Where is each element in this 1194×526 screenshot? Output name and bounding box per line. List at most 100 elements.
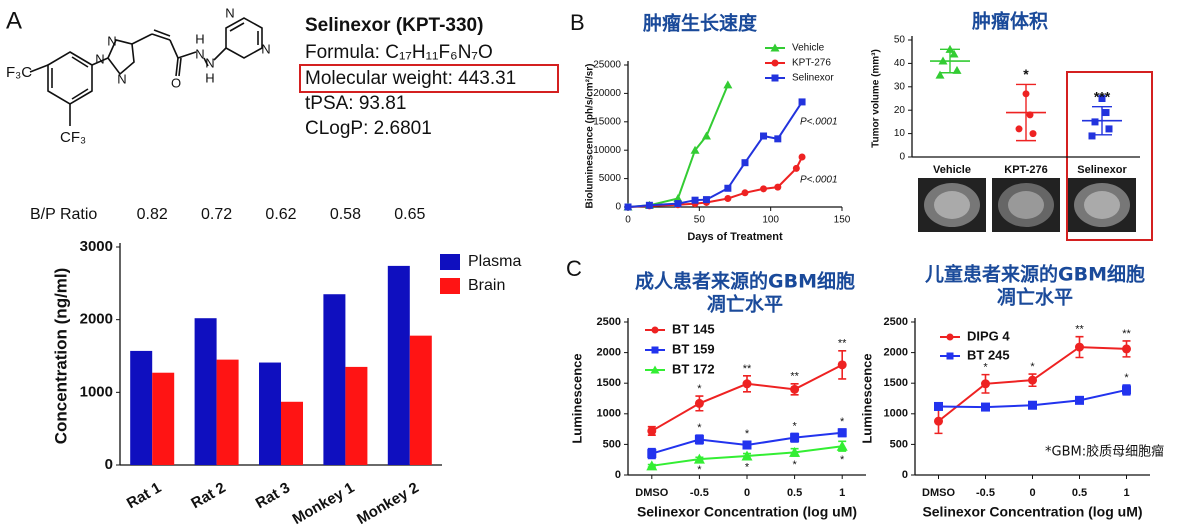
y-tick-label: 2500 bbox=[884, 316, 908, 328]
series-line bbox=[627, 84, 729, 208]
x-tick-label: 0 bbox=[744, 487, 750, 499]
x-axis-label: Selinexor Concentration (log uM) bbox=[637, 504, 857, 520]
atom-label: N bbox=[205, 55, 214, 70]
x-tick-label: 0.5 bbox=[787, 487, 802, 499]
y-tick-label: 1500 bbox=[597, 377, 621, 389]
data-point bbox=[645, 201, 653, 209]
x-tick-label: -0.5 bbox=[976, 487, 995, 499]
data-point bbox=[774, 135, 782, 143]
data-point bbox=[702, 196, 710, 204]
annotation: P<.0001 bbox=[800, 175, 838, 186]
significance-label: * bbox=[792, 420, 797, 432]
x-tick-label: Rat 1 bbox=[124, 479, 164, 512]
error-bar bbox=[1092, 105, 1112, 136]
panel-label: A bbox=[6, 7, 22, 34]
bar bbox=[152, 372, 175, 465]
y-tick-label: 3000 bbox=[80, 238, 113, 255]
data-point bbox=[952, 65, 962, 74]
x-tick-label: Rat 3 bbox=[253, 479, 293, 512]
legend-label: BT 159 bbox=[672, 341, 715, 356]
structure bbox=[29, 17, 263, 126]
bp-ratio-value: 0.62 bbox=[265, 206, 296, 223]
bar bbox=[216, 359, 239, 465]
significance-label: * bbox=[1030, 361, 1035, 373]
data-point bbox=[935, 70, 945, 79]
x-tick-label: Monkey 2 bbox=[354, 479, 422, 526]
x-tick-label: 0 bbox=[625, 215, 631, 226]
bar bbox=[345, 366, 368, 465]
atom-label: N bbox=[95, 51, 104, 66]
data-point bbox=[790, 433, 800, 443]
image-label: Selinexor bbox=[1077, 164, 1127, 176]
compound-name: Selinexor (KPT-330) bbox=[305, 15, 483, 36]
legend-label: BT 172 bbox=[672, 361, 715, 376]
data-point bbox=[1029, 130, 1037, 138]
footnote: *GBM:胶质母细胞瘤 bbox=[1045, 444, 1164, 460]
data-point bbox=[742, 440, 752, 450]
bar bbox=[387, 265, 410, 465]
x-tick-label: 50 bbox=[694, 215, 706, 226]
data-point bbox=[949, 49, 959, 58]
legend-marker bbox=[650, 365, 660, 374]
legend-marker bbox=[770, 43, 780, 52]
y-tick-label: 1500 bbox=[884, 377, 908, 389]
data-point bbox=[789, 446, 801, 457]
data-point bbox=[1015, 125, 1023, 133]
data-point bbox=[691, 196, 699, 204]
significance-label: * bbox=[1124, 372, 1129, 384]
data-point bbox=[1088, 132, 1096, 140]
significance-label: * bbox=[745, 428, 750, 440]
error-bar bbox=[940, 48, 960, 74]
bar bbox=[281, 401, 303, 465]
legend-marker bbox=[771, 74, 779, 82]
atom-label: N bbox=[107, 33, 116, 48]
significance-label: * bbox=[840, 416, 845, 428]
x-tick-label: DMSO bbox=[635, 487, 668, 499]
atom-label: H bbox=[195, 31, 204, 46]
significance-label: * bbox=[697, 464, 702, 476]
y-tick-label: 0 bbox=[105, 456, 113, 473]
significance-label: ** bbox=[838, 338, 847, 350]
y-tick-label: 30 bbox=[894, 81, 906, 92]
y-axis-label: Bioluminescence (ph/s/cm²/sr) bbox=[585, 63, 596, 208]
chart-title: 儿童患者来源的GBM细胞 bbox=[924, 263, 1145, 286]
atom-label: N bbox=[117, 71, 126, 86]
y-tick-label: 2000 bbox=[80, 311, 113, 328]
x-tick-label: -0.5 bbox=[690, 487, 709, 499]
brain-images bbox=[918, 178, 1136, 232]
data-point bbox=[741, 450, 753, 461]
y-tick-label: 2000 bbox=[597, 347, 621, 359]
atom-label: O bbox=[171, 75, 181, 90]
compound-formula: Formula: C₁₇H₁₁F₆N₇O bbox=[305, 42, 493, 63]
atom-label: N bbox=[261, 41, 270, 56]
data-point bbox=[690, 145, 700, 154]
data-point bbox=[1091, 118, 1099, 126]
highlight-box bbox=[299, 64, 559, 93]
data-point bbox=[673, 193, 683, 202]
significance-label: ** bbox=[1122, 328, 1131, 340]
significance-label: * bbox=[983, 362, 988, 374]
bar bbox=[259, 362, 281, 465]
data-point bbox=[674, 200, 682, 208]
error-bar bbox=[1016, 83, 1036, 142]
data-point bbox=[647, 449, 657, 459]
y-tick-label: 1000 bbox=[597, 408, 621, 420]
bar bbox=[194, 318, 217, 465]
legend-marker bbox=[651, 326, 659, 334]
chart-title: 凋亡水平 bbox=[997, 286, 1073, 309]
highlight-box bbox=[1066, 71, 1153, 241]
image-label: KPT-276 bbox=[1004, 164, 1047, 176]
image-label: Vehicle bbox=[933, 164, 971, 176]
y-tick-label: 1000 bbox=[884, 408, 908, 420]
bar bbox=[409, 335, 432, 465]
annotation: P<.0001 bbox=[800, 117, 838, 128]
chart-title: 凋亡水平 bbox=[707, 293, 783, 316]
bp-ratio-value: 0.65 bbox=[394, 206, 425, 223]
compound-clogp: CLogP: 2.6801 bbox=[305, 118, 432, 139]
legend-marker bbox=[946, 333, 954, 341]
y-tick-label: 0 bbox=[899, 152, 905, 163]
chart-title: 成人患者来源的GBM细胞 bbox=[635, 270, 855, 293]
legend-label: Brain bbox=[468, 277, 505, 294]
data-point bbox=[742, 379, 752, 389]
